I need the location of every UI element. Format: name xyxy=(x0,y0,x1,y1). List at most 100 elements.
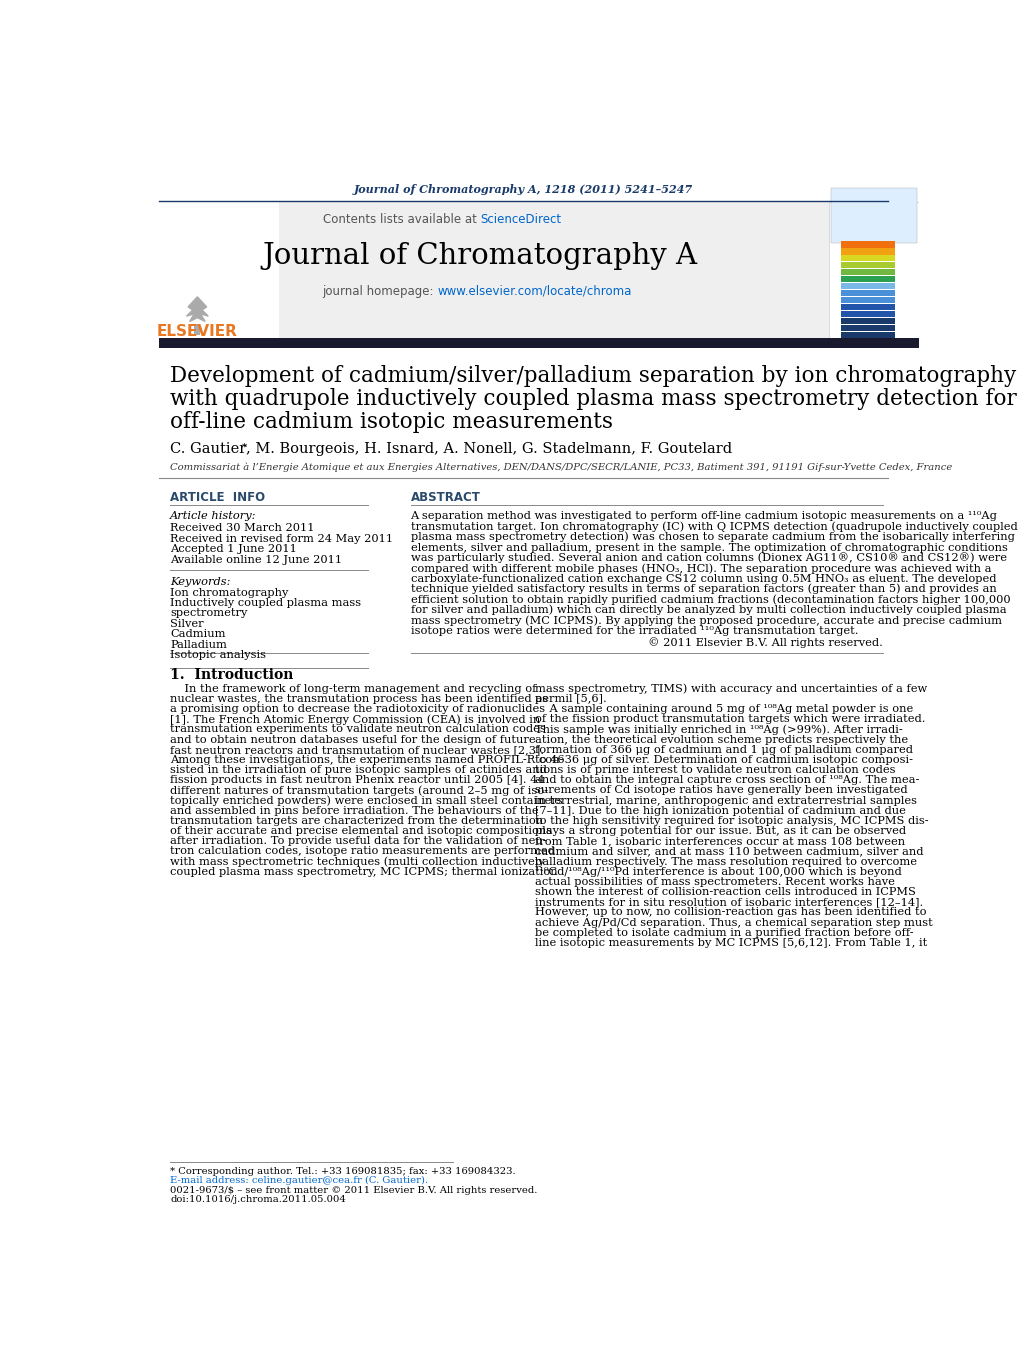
Text: achieve Ag/Pd/Cd separation. Thus, a chemical separation step must: achieve Ag/Pd/Cd separation. Thus, a che… xyxy=(535,917,932,928)
Text: , M. Bourgeois, H. Isnard, A. Nonell, G. Stadelmann, F. Goutelard: , M. Bourgeois, H. Isnard, A. Nonell, G.… xyxy=(246,442,732,457)
Text: ABSTRACT: ABSTRACT xyxy=(410,490,480,504)
Text: [1]. The French Atomic Energy Commission (CEA) is involved in: [1]. The French Atomic Energy Commission… xyxy=(171,715,540,724)
Text: transmutation targets are characterized from the determination: transmutation targets are characterized … xyxy=(171,816,543,825)
Text: Journal of Chromatography A, 1218 (2011) 5241–5247: Journal of Chromatography A, 1218 (2011)… xyxy=(354,184,693,196)
Text: A sample containing around 5 mg of ¹⁰⁸Ag metal powder is one: A sample containing around 5 mg of ¹⁰⁸Ag… xyxy=(535,704,913,715)
Text: with mass spectrometric techniques (multi collection inductively: with mass spectrometric techniques (mult… xyxy=(171,857,545,867)
Text: fast neutron reactors and transmutation of nuclear wastes [2,3].: fast neutron reactors and transmutation … xyxy=(171,744,544,755)
Text: for silver and palladium) which can directly be analyzed by multi collection ind: for silver and palladium) which can dire… xyxy=(410,605,1006,615)
Text: doi:10.1016/j.chroma.2011.05.004: doi:10.1016/j.chroma.2011.05.004 xyxy=(171,1194,346,1204)
Bar xyxy=(840,282,894,289)
Text: permil [5,6].: permil [5,6]. xyxy=(535,694,606,704)
Text: to the high sensitivity required for isotopic analysis, MC ICPMS dis-: to the high sensitivity required for iso… xyxy=(535,816,928,825)
Text: sisted in the irradiation of pure isotopic samples of actinides and: sisted in the irradiation of pure isotop… xyxy=(171,765,547,775)
Text: 1.  Introduction: 1. Introduction xyxy=(171,667,294,682)
Text: formation of 366 μg of cadmium and 1 μg of palladium compared: formation of 366 μg of cadmium and 1 μg … xyxy=(535,744,913,755)
Text: topically enriched powders) were enclosed in small steel containers: topically enriched powders) were enclose… xyxy=(171,796,563,807)
Text: Cadmium: Cadmium xyxy=(171,630,226,639)
Text: Available online 12 June 2011: Available online 12 June 2011 xyxy=(171,555,342,565)
Text: ¹¹⁰Cd/¹⁰⁸Ag/¹¹⁰Pd interference is about 100,000 which is beyond: ¹¹⁰Cd/¹⁰⁸Ag/¹¹⁰Pd interference is about … xyxy=(535,867,902,877)
Bar xyxy=(840,249,894,254)
Text: of the fission product transmutation targets which were irradiated.: of the fission product transmutation tar… xyxy=(535,715,925,724)
Text: of their accurate and precise elemental and isotopic compositions: of their accurate and precise elemental … xyxy=(171,825,552,836)
Text: was particularly studied. Several anion and cation columns (Dionex AG11®, CS10® : was particularly studied. Several anion … xyxy=(410,553,1007,563)
Text: Contents lists available at: Contents lists available at xyxy=(323,213,480,227)
Text: * Corresponding author. Tel.: +33 169081835; fax: +33 169084323.: * Corresponding author. Tel.: +33 169081… xyxy=(171,1167,516,1177)
Text: ELSEVIER: ELSEVIER xyxy=(157,324,238,339)
Text: off-line cadmium isotopic measurements: off-line cadmium isotopic measurements xyxy=(171,412,614,434)
Text: mass spectrometry (MC ICPMS). By applying the proposed procedure, accurate and p: mass spectrometry (MC ICPMS). By applyin… xyxy=(410,615,1002,626)
Text: actual possibilities of mass spectrometers. Recent works have: actual possibilities of mass spectromete… xyxy=(535,877,894,886)
Text: Commissariat à l’Energie Atomique et aux Energies Alternatives, DEN/DANS/DPC/SEC: Commissariat à l’Energie Atomique et aux… xyxy=(171,462,953,471)
Text: coupled plasma mass spectrometry, MC ICPMS; thermal ionization: coupled plasma mass spectrometry, MC ICP… xyxy=(171,867,557,877)
Text: fission products in fast neutron Phenix reactor until 2005 [4]. 44: fission products in fast neutron Phenix … xyxy=(171,775,545,785)
Text: 0021-9673/$ – see front matter © 2011 Elsevier B.V. All rights reserved.: 0021-9673/$ – see front matter © 2011 El… xyxy=(171,1186,538,1194)
Text: carboxylate-functionalized cation exchange CS12 column using 0.5M HNO₃ as eluent: carboxylate-functionalized cation exchan… xyxy=(410,574,996,584)
Text: technique yielded satisfactory results in terms of separation factors (greater t: technique yielded satisfactory results i… xyxy=(410,584,996,594)
Text: E-mail address: celine.gautier@cea.fr (C. Gautier).: E-mail address: celine.gautier@cea.fr (C… xyxy=(171,1177,429,1185)
Bar xyxy=(840,317,894,324)
Polygon shape xyxy=(187,297,208,322)
Text: Development of cadmium/silver/palladium separation by ion chromatography: Development of cadmium/silver/palladium … xyxy=(171,365,1017,388)
Text: Accepted 1 June 2011: Accepted 1 June 2011 xyxy=(171,544,297,554)
Text: spectrometry: spectrometry xyxy=(171,608,248,619)
Bar xyxy=(840,297,894,303)
Text: and to obtain neutron databases useful for the design of future: and to obtain neutron databases useful f… xyxy=(171,735,536,744)
Text: transmutation target. Ion chromatography (IC) with Q ICPMS detection (quadrupole: transmutation target. Ion chromatography… xyxy=(410,521,1017,532)
Text: transmutation experiments to validate neutron calculation codes: transmutation experiments to validate ne… xyxy=(171,724,546,735)
Text: Ion chromatography: Ion chromatography xyxy=(171,588,289,597)
Text: Received 30 March 2011: Received 30 March 2011 xyxy=(171,523,314,532)
Text: mass spectrometry, TIMS) with accuracy and uncertainties of a few: mass spectrometry, TIMS) with accuracy a… xyxy=(535,684,927,694)
Text: Article history:: Article history: xyxy=(171,511,256,521)
Text: Palladium: Palladium xyxy=(171,639,227,650)
Text: Isotopic analysis: Isotopic analysis xyxy=(171,650,266,659)
Text: a promising option to decrease the radiotoxicity of radionuclides: a promising option to decrease the radio… xyxy=(171,704,545,715)
Text: surements of Cd isotope ratios have generally been investigated: surements of Cd isotope ratios have gene… xyxy=(535,785,907,796)
Text: compared with different mobile phases (HNO₃, HCl). The separation procedure was : compared with different mobile phases (H… xyxy=(410,563,991,574)
Text: Inductively coupled plasma mass: Inductively coupled plasma mass xyxy=(171,598,361,608)
Text: and assembled in pins before irradiation. The behaviours of the: and assembled in pins before irradiation… xyxy=(171,805,539,816)
Text: ScienceDirect: ScienceDirect xyxy=(480,213,562,227)
Text: Among these investigations, the experiments named PROFIL-R con-: Among these investigations, the experime… xyxy=(171,755,564,765)
Text: be completed to isolate cadmium in a purified fraction before off-: be completed to isolate cadmium in a pur… xyxy=(535,928,913,938)
Bar xyxy=(158,203,829,339)
Text: Received in revised form 24 May 2011: Received in revised form 24 May 2011 xyxy=(171,534,393,543)
Text: isotope ratios were determined for the irradiated ¹¹⁰Ag transmutation target.: isotope ratios were determined for the i… xyxy=(410,626,858,636)
Text: and to obtain the integral capture cross section of ¹⁰⁸Ag. The mea-: and to obtain the integral capture cross… xyxy=(535,775,919,785)
Text: A separation method was investigated to perform off-line cadmium isotopic measur: A separation method was investigated to … xyxy=(410,511,998,521)
Text: journal homepage:: journal homepage: xyxy=(323,285,438,299)
Text: nuclear wastes, the transmutation process has been identified as: nuclear wastes, the transmutation proces… xyxy=(171,694,548,704)
Bar xyxy=(840,304,894,309)
Text: www.elsevier.com/locate/chroma: www.elsevier.com/locate/chroma xyxy=(438,285,632,299)
Text: palladium respectively. The mass resolution required to overcome: palladium respectively. The mass resolut… xyxy=(535,857,917,866)
Text: instruments for in situ resolution of isobaric interferences [12–14].: instruments for in situ resolution of is… xyxy=(535,897,923,908)
Text: ARTICLE  INFO: ARTICLE INFO xyxy=(171,490,265,504)
Text: with quadrupole inductively coupled plasma mass spectrometry detection for: with quadrupole inductively coupled plas… xyxy=(171,388,1017,411)
Text: tions is of prime interest to validate neutron calculation codes: tions is of prime interest to validate n… xyxy=(535,765,895,775)
Bar xyxy=(158,203,279,339)
Text: Keywords:: Keywords: xyxy=(171,577,231,586)
Text: Journal of Chromatography A: Journal of Chromatography A xyxy=(262,242,697,270)
Bar xyxy=(840,262,894,269)
Text: [7–11]. Due to the high ionization potential of cadmium and due: [7–11]. Due to the high ionization poten… xyxy=(535,805,906,816)
Text: © 2011 Elsevier B.V. All rights reserved.: © 2011 Elsevier B.V. All rights reserved… xyxy=(648,638,883,648)
Text: plasma mass spectrometry detection) was chosen to separate cadmium from the isob: plasma mass spectrometry detection) was … xyxy=(410,532,1015,542)
Text: tron calculation codes, isotope ratio measurements are performed: tron calculation codes, isotope ratio me… xyxy=(171,847,555,857)
Text: shown the interest of collision-reaction cells introduced in ICPMS: shown the interest of collision-reaction… xyxy=(535,888,916,897)
Text: in terrestrial, marine, anthropogenic and extraterrestrial samples: in terrestrial, marine, anthropogenic an… xyxy=(535,796,917,805)
Text: to 4636 μg of silver. Determination of cadmium isotopic composi-: to 4636 μg of silver. Determination of c… xyxy=(535,755,913,765)
Text: from Table 1, isobaric interferences occur at mass 108 between: from Table 1, isobaric interferences occ… xyxy=(535,836,905,846)
Text: line isotopic measurements by MC ICPMS [5,6,12]. From Table 1, it: line isotopic measurements by MC ICPMS [… xyxy=(535,938,927,948)
Bar xyxy=(830,188,917,243)
Text: cadmium and silver, and at mass 110 between cadmium, silver and: cadmium and silver, and at mass 110 betw… xyxy=(535,847,923,857)
Text: However, up to now, no collision-reaction gas has been identified to: However, up to now, no collision-reactio… xyxy=(535,908,926,917)
Text: C. Gautier: C. Gautier xyxy=(171,442,246,457)
Bar xyxy=(840,290,894,296)
Bar xyxy=(840,276,894,282)
Bar xyxy=(840,331,894,338)
Text: *: * xyxy=(242,443,247,451)
Bar xyxy=(840,255,894,262)
Text: ation, the theoretical evolution scheme predicts respectively the: ation, the theoretical evolution scheme … xyxy=(535,735,908,744)
Text: different natures of transmutation targets (around 2–5 mg of iso-: different natures of transmutation targe… xyxy=(171,785,548,796)
Text: plays a strong potential for our issue. But, as it can be observed: plays a strong potential for our issue. … xyxy=(535,825,906,836)
